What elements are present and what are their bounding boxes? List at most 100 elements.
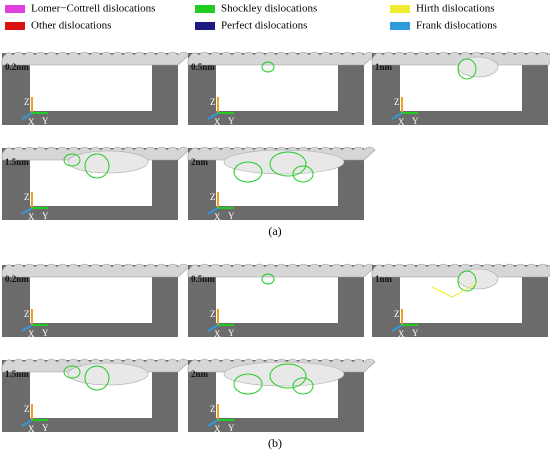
dislocation-loop — [63, 153, 81, 167]
axis-label: Y — [228, 328, 235, 338]
surface — [371, 51, 550, 66]
panel-label: 1nm — [375, 274, 393, 284]
axis-label: X — [398, 117, 405, 127]
panel-label: 2nm — [191, 369, 209, 379]
dislocation-loop — [269, 151, 307, 177]
legend-label: Other dislocations — [31, 20, 111, 32]
axis-x — [21, 207, 33, 215]
legend-label: Lomer−Cottrell dislocations — [31, 3, 155, 15]
axis-label: Z — [24, 404, 30, 414]
panel-label: 0.5nm — [191, 62, 215, 72]
snapshot-panel: 1.5nm ZX Y — [1, 146, 190, 222]
dislocation-loop — [457, 58, 477, 80]
legend-label: Perfect dislocations — [221, 20, 307, 32]
axis-label: Y — [412, 328, 419, 338]
surface — [1, 51, 190, 66]
legend-swatch — [195, 5, 215, 13]
axis-label: Z — [210, 192, 216, 202]
legend-label: Hirth dislocations — [416, 3, 495, 15]
axis-label: X — [214, 117, 221, 127]
axis-x — [391, 324, 403, 332]
panel-label: 1.5nm — [5, 369, 29, 379]
dislocation-loop — [292, 165, 314, 183]
dislocation-loop — [261, 61, 275, 73]
snapshot-panel: 0.5nm ZX Y — [187, 263, 376, 339]
axis-label: Y — [228, 211, 235, 221]
dislocation-loop — [84, 365, 110, 391]
axis-label: X — [28, 212, 35, 222]
axis-x — [207, 324, 219, 332]
panel-label: 0.2nm — [5, 274, 29, 284]
axis-label: Y — [42, 423, 49, 433]
snapshot-panel: 1nm ZX Y — [371, 263, 550, 339]
axis-label: Y — [42, 328, 49, 338]
axis-label: Z — [210, 309, 216, 319]
figure-caption: (b) — [268, 436, 282, 450]
snapshot-panel: 1nm ZX Y — [371, 51, 550, 127]
axis-label: Z — [394, 309, 400, 319]
surface — [187, 51, 376, 66]
dislocation-loop — [63, 365, 81, 379]
snapshot-panel: 0.5nm ZX Y — [187, 51, 376, 127]
legend-label: Shockley dislocations — [221, 3, 317, 15]
axis-x — [21, 112, 33, 120]
legend-swatch — [5, 22, 25, 30]
axis-label: Z — [24, 192, 30, 202]
legend-swatch — [390, 22, 410, 30]
axis-x — [21, 324, 33, 332]
axis-label: X — [214, 424, 221, 434]
void — [216, 65, 338, 111]
dislocation-loop — [292, 377, 314, 395]
snapshot-panel: 0.2nm ZX Y — [1, 263, 190, 339]
snapshot-panel: 2nm ZX Y — [187, 358, 376, 434]
dislocation-loop — [233, 161, 263, 183]
panel-label: 0.2nm — [5, 62, 29, 72]
axis-x — [207, 112, 219, 120]
axis-label: X — [28, 424, 35, 434]
legend-swatch — [195, 22, 215, 30]
surface — [1, 263, 190, 278]
axis-label: Z — [24, 97, 30, 107]
dislocation-loop — [269, 363, 307, 389]
panel-label: 1.5nm — [5, 157, 29, 167]
axis-label: X — [398, 329, 405, 339]
axis-label: X — [214, 329, 221, 339]
deformed-region — [223, 361, 345, 387]
axis-x — [21, 419, 33, 427]
surface — [371, 263, 550, 278]
dislocation-loop — [84, 153, 110, 179]
dislocation-loop — [457, 270, 477, 292]
dislocation-line — [431, 282, 478, 298]
axis-label: X — [28, 329, 35, 339]
surface — [187, 263, 376, 278]
void — [30, 277, 152, 323]
dislocation-loop — [261, 273, 275, 285]
axis-label: Y — [228, 423, 235, 433]
axis-label: X — [28, 117, 35, 127]
axis-x — [207, 419, 219, 427]
axis-label: Z — [24, 309, 30, 319]
axis-label: Z — [210, 97, 216, 107]
snapshot-panel: 0.2nm ZX Y — [1, 51, 190, 127]
panel-label: 1nm — [375, 62, 393, 72]
axis-x — [207, 207, 219, 215]
legend-swatch — [5, 5, 25, 13]
axis-label: Z — [394, 97, 400, 107]
snapshot-panel: 2nm ZX Y — [187, 146, 376, 222]
void — [216, 277, 338, 323]
void — [30, 65, 152, 111]
figure-caption: (a) — [268, 224, 281, 238]
panel-label: 0.5nm — [191, 274, 215, 284]
legend-swatch — [390, 5, 410, 13]
deformed-region — [223, 149, 345, 175]
axis-label: Y — [42, 211, 49, 221]
axis-x — [391, 112, 403, 120]
axis-label: Y — [228, 116, 235, 126]
snapshot-panel: 1.5nm ZX Y — [1, 358, 190, 434]
axis-label: Y — [42, 116, 49, 126]
dislocation-loop — [233, 373, 263, 395]
axis-label: Y — [412, 116, 419, 126]
axis-label: X — [214, 212, 221, 222]
axis-label: Z — [210, 404, 216, 414]
